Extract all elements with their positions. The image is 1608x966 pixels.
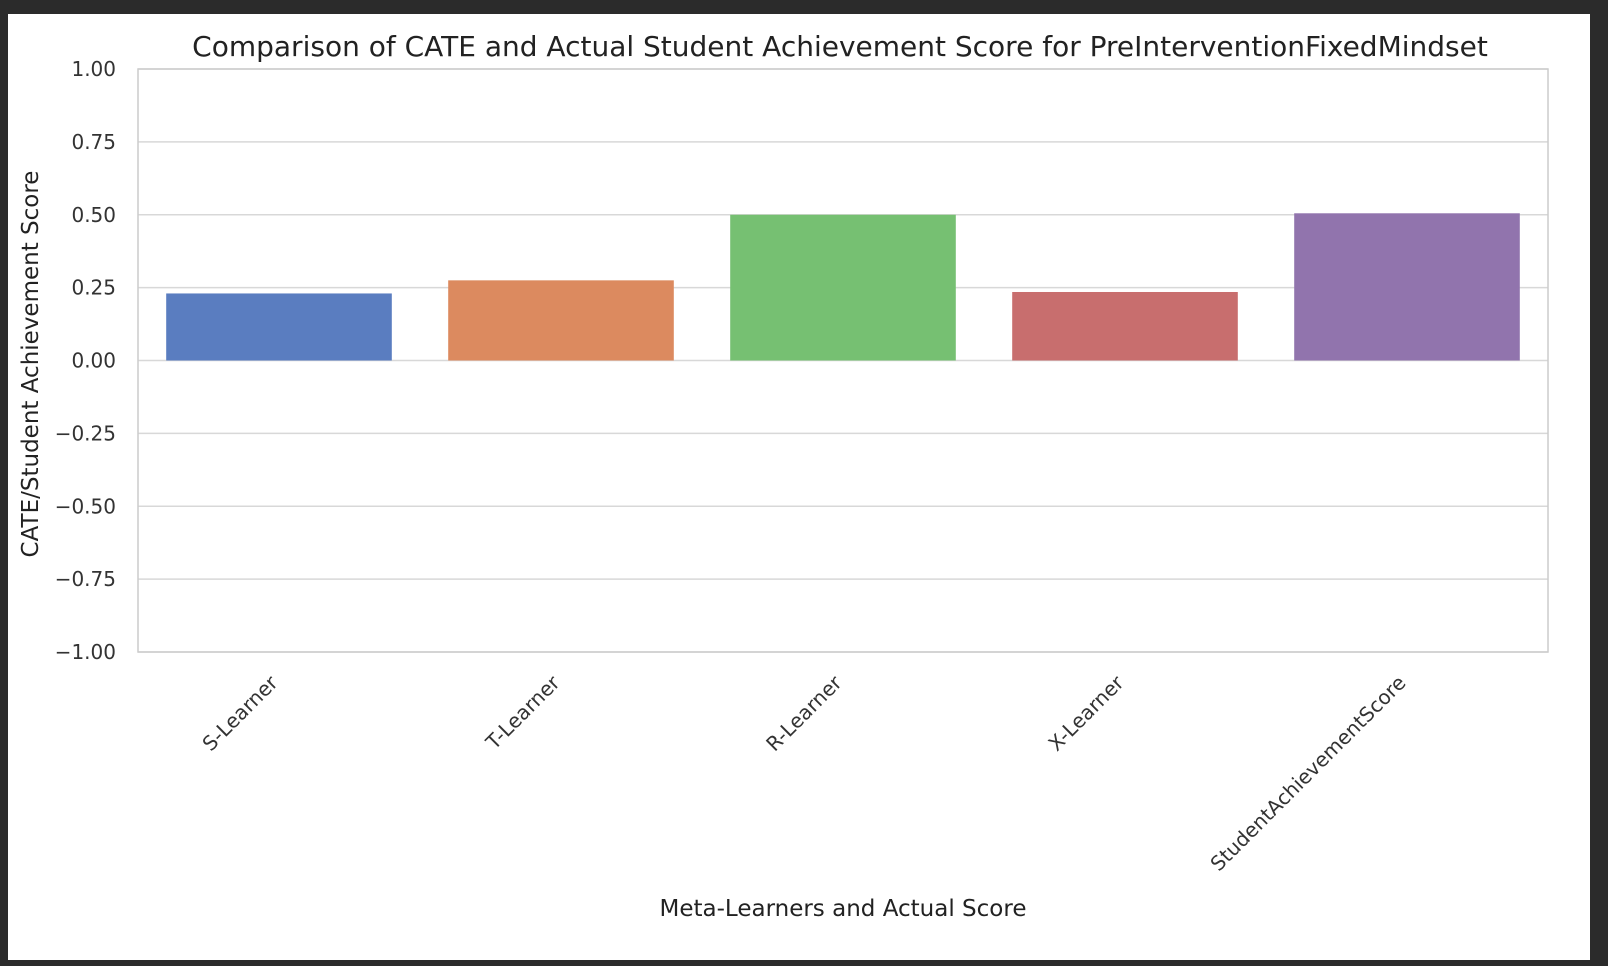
y-tick-label: −1.00 xyxy=(55,640,116,664)
x-tick-label: R-Learner xyxy=(761,670,847,756)
y-tick-label: 0.25 xyxy=(71,276,116,300)
x-tick-label: StudentAchievementScore xyxy=(1205,671,1410,876)
chart-frame: Comparison of CATE and Actual Student Ac… xyxy=(8,14,1590,960)
bar-x-learner xyxy=(1012,291,1238,361)
x-tick-label: X-Learner xyxy=(1043,670,1129,756)
bar-studentachievementscore xyxy=(1294,213,1520,361)
bar-chart: Comparison of CATE and Actual Student Ac… xyxy=(18,30,1549,922)
y-tick-label: 0.50 xyxy=(71,203,116,227)
y-tick-label: −0.75 xyxy=(55,567,116,591)
y-tick-label: 0.00 xyxy=(71,349,116,373)
y-tick-label: −0.25 xyxy=(55,421,116,445)
x-tick-label: T-Learner xyxy=(480,670,565,755)
y-tick-label: −0.50 xyxy=(55,494,116,518)
chart-title: Comparison of CATE and Actual Student Ac… xyxy=(192,30,1488,63)
x-tick-label: S-Learner xyxy=(197,670,283,756)
x-axis-title: Meta-Learners and Actual Score xyxy=(660,896,1027,922)
plot-area xyxy=(137,68,1549,653)
bar-r-learner xyxy=(730,214,956,361)
y-axis-title: CATE/Student Achievement Score xyxy=(18,171,44,558)
y-tick-labels: 1.00 0.75 0.50 0.25 0.00 −0.25 −0.50 −0.75 −1.00 xyxy=(55,57,116,664)
y-tick-label: 0.75 xyxy=(71,130,116,154)
x-tick-labels: S-Learner T-Learner R-Learner X-Learner Stud… xyxy=(197,670,1410,876)
bars xyxy=(166,213,1520,361)
y-tick-label: 1.00 xyxy=(71,57,116,81)
bar-s-learner xyxy=(166,293,392,361)
bar-t-learner xyxy=(448,280,674,361)
